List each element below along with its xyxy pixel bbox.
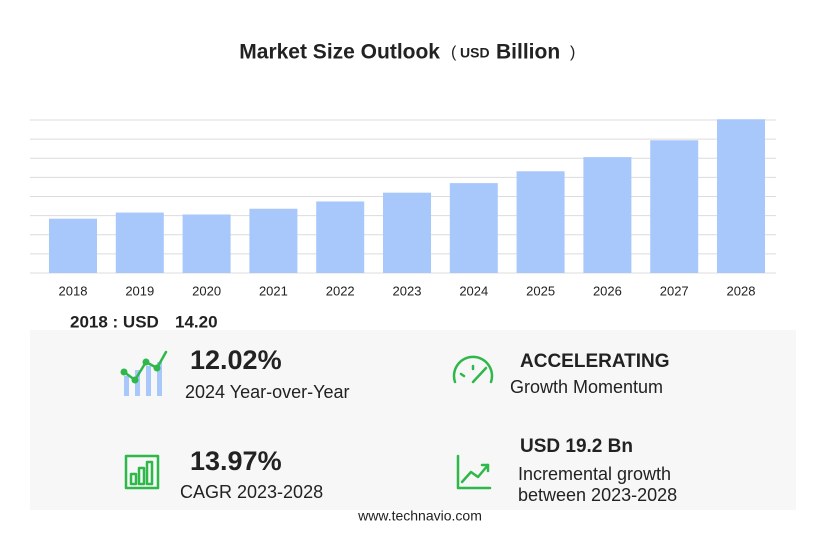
x-tick-label: 2019: [125, 283, 154, 298]
kpi-caption: CAGR 2023-2028: [180, 482, 323, 502]
bar: [49, 218, 97, 273]
kpi-value: USD 19.2 Bn: [520, 436, 633, 457]
x-tick-label: 2018: [59, 283, 88, 298]
base-label: 2018 : USD: [70, 312, 159, 331]
kpi-caption: 2024 Year-over-Year: [185, 382, 349, 402]
title-unit: Billion: [496, 41, 560, 64]
x-tick-label: 2021: [259, 283, 288, 298]
x-tick-label: 2024: [459, 283, 488, 298]
icon-yoy: [120, 350, 168, 396]
icon-momentum: [452, 355, 494, 384]
bar: [115, 212, 164, 273]
base-value: 14.20: [175, 312, 218, 331]
x-tick-label: 2026: [593, 283, 622, 298]
footer: www.technavio.com: [357, 508, 482, 524]
icon-incremental: [456, 454, 492, 490]
icon-cagr: [124, 454, 160, 490]
title-currency: USD: [460, 45, 490, 61]
x-tick-label: 2023: [393, 283, 422, 298]
bar: [383, 192, 431, 273]
bar: [316, 201, 365, 273]
bar: [516, 171, 565, 273]
title-paren: (: [451, 44, 457, 61]
kpi-caption: Incremental growth between 2023-2028: [518, 464, 678, 505]
bar: [449, 183, 498, 273]
bar: [583, 157, 632, 273]
kpi-caption: Growth Momentum: [510, 377, 663, 397]
x-tick-label: 2025: [526, 283, 555, 298]
bar: [650, 140, 699, 273]
chart-title: Market Size Outlook: [239, 41, 440, 64]
x-tick-label: 2027: [660, 283, 689, 298]
title-paren: ): [570, 44, 575, 61]
kpi-value: ACCELERATING: [520, 351, 670, 372]
kpi-value: 12.02%: [190, 345, 282, 375]
bar: [182, 214, 231, 273]
bar: [717, 119, 765, 273]
x-tick-label: 2028: [727, 283, 756, 298]
x-tick-label: 2022: [326, 283, 355, 298]
bar: [249, 208, 298, 273]
kpi-caption-box: Incremental growth between 2023-2028: [518, 464, 678, 505]
kpi-value: 13.97%: [190, 446, 282, 476]
x-tick-label: 2020: [192, 283, 221, 298]
